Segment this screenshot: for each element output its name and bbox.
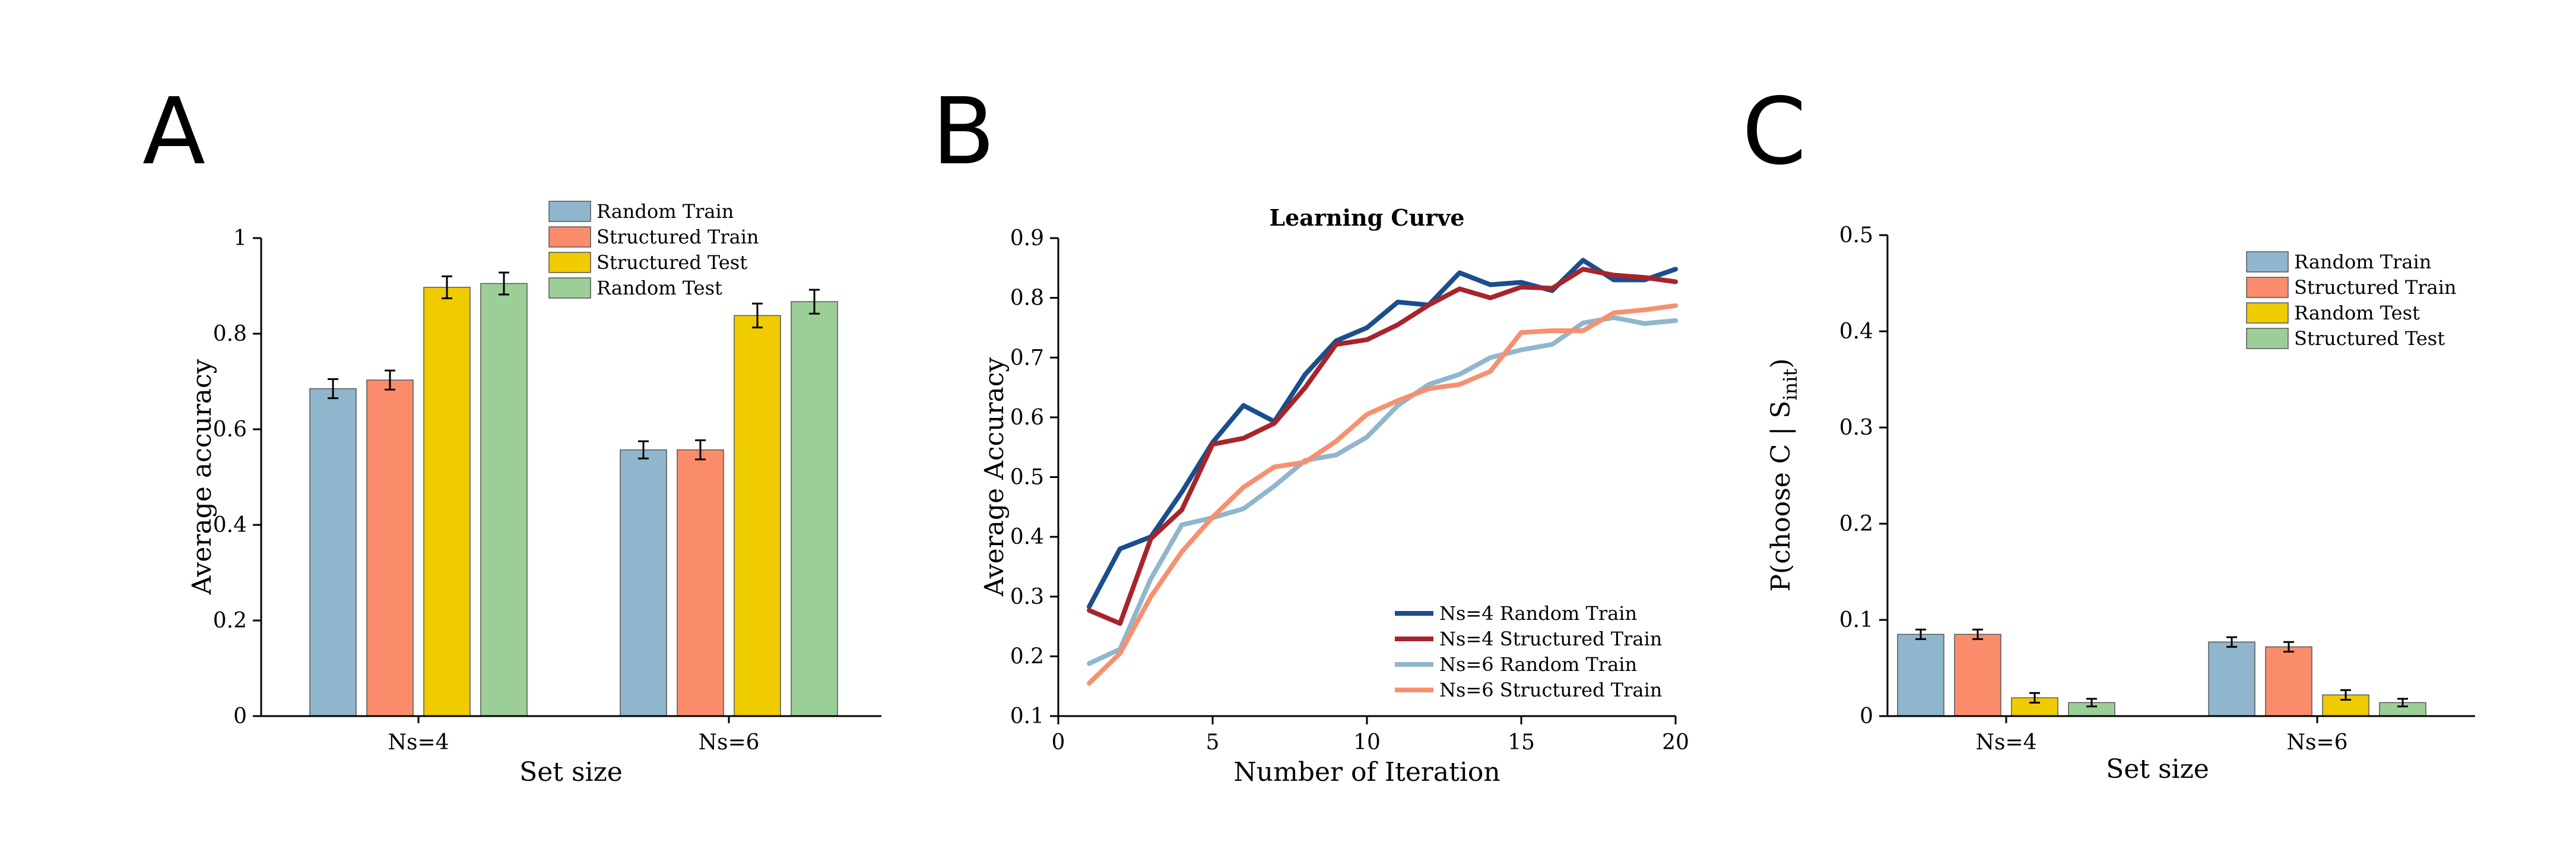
y-tick-label: 0.5: [1010, 466, 1044, 490]
legend-label: Ns=4 Random Train: [1439, 602, 1637, 625]
y-tick-label: 0.6: [213, 417, 247, 442]
y-axis-title-end: ): [1766, 358, 1796, 368]
bar: [480, 283, 528, 717]
y-tick-label: 0.8: [213, 322, 247, 346]
y-tick-label: 0.2: [1839, 512, 1873, 536]
bar: [1897, 634, 1944, 717]
panel-c-bar-chart: 0 0.1 0.2 0.3 0.4 0.5 Ns=4 Ns=6 Random Train Stru…: [1766, 223, 2475, 784]
bar: [2208, 641, 2255, 717]
x-tick-label: 0: [1052, 730, 1065, 755]
bar: [734, 315, 781, 717]
series-line: [1087, 267, 1678, 626]
bar: [677, 449, 724, 717]
x-tick-label: Ns=6: [698, 730, 759, 755]
y-tick-label: 0.3: [1839, 416, 1873, 440]
x-tick-label: 20: [1662, 730, 1689, 755]
legend-label: Structured Train: [2294, 276, 2457, 299]
y-axis-title: Average Accuracy: [979, 357, 1010, 597]
panel-b-line-chart: Learning Curve 0.1 0.2 0.3 0.4 0.5 0.6 0.7 0.8 0…: [979, 204, 1689, 787]
legend-label: Ns=6 Random Train: [1439, 653, 1637, 676]
legend-swatch: [548, 252, 591, 273]
x-tick-label: 5: [1206, 730, 1220, 755]
panel-letter-b: B: [932, 78, 995, 185]
series-line: [1087, 315, 1678, 666]
bar: [791, 301, 838, 717]
x-tick-label: Ns=6: [2286, 730, 2347, 755]
x-tick-label: Ns=4: [388, 730, 449, 755]
y-tick-label: 0.2: [213, 609, 247, 633]
y-axis-title: P(choose C | Sinit): [1766, 358, 1801, 591]
bar: [2265, 646, 2312, 717]
y-tick-label: 1: [233, 226, 247, 251]
y-tick-label: 0.2: [1010, 644, 1044, 669]
legend-swatch: [548, 226, 591, 248]
bar: [366, 379, 414, 717]
legend-swatch: [548, 277, 591, 299]
series-line: [1087, 258, 1678, 609]
y-tick-label: 0.1: [1010, 704, 1044, 729]
legend-swatch: [2246, 328, 2289, 349]
bar: [309, 388, 357, 717]
y-axis-title-main: P(choose C | S: [1766, 401, 1796, 592]
legend-swatch: [2246, 302, 2289, 324]
chart-title: Learning Curve: [1269, 204, 1464, 231]
y-tick-label: 0.4: [213, 513, 247, 537]
legend-label: Ns=4 Structured Train: [1439, 628, 1662, 650]
x-tick-label: Ns=4: [1975, 730, 2036, 755]
y-axis-title: Average accuracy: [187, 359, 217, 595]
panel-a-bar-chart: 0 0.2 0.4 0.6 0.8 1 Ns=4 Ns=6 Random Train Struct…: [187, 200, 881, 787]
legend-label: Structured Test: [597, 251, 747, 274]
series-line: [1087, 303, 1678, 686]
legend-swatch: [2246, 251, 2289, 273]
bar: [1954, 634, 2001, 717]
y-tick-label: 0: [1860, 704, 1873, 729]
legend-label: Random Test: [2294, 302, 2420, 324]
legend-swatch: [548, 201, 591, 222]
legend-swatch: [2246, 277, 2289, 298]
legend-label: Ns=6 Structured Train: [1439, 679, 1662, 701]
x-axis-title: Number of Iteration: [1233, 757, 1500, 787]
y-tick-label: 0: [233, 704, 247, 729]
x-tick-label: 10: [1353, 730, 1381, 755]
y-tick-label: 0.7: [1010, 346, 1044, 370]
legend-label: Random Train: [597, 200, 734, 223]
y-tick-label: 0.8: [1010, 286, 1044, 311]
x-axis-title: Set size: [519, 757, 623, 787]
y-tick-label: 0.6: [1010, 406, 1044, 430]
y-tick-label: 0.4: [1010, 525, 1044, 549]
legend-label: Structured Train: [597, 226, 759, 248]
y-tick-label: 0.1: [1839, 608, 1873, 632]
x-tick-label: 15: [1508, 730, 1535, 755]
bar: [423, 287, 471, 717]
panel-letter-a: A: [142, 78, 205, 185]
y-tick-label: 0.3: [1010, 585, 1044, 609]
panel-letter-c: C: [1742, 78, 1806, 185]
y-tick-label: 0.9: [1010, 226, 1044, 251]
legend-label: Random Test: [597, 277, 722, 299]
y-tick-label: 0.5: [1839, 223, 1873, 248]
x-axis-title: Set size: [2106, 754, 2209, 784]
legend-label: Random Train: [2294, 251, 2431, 273]
bar: [620, 449, 667, 717]
y-tick-label: 0.4: [1839, 319, 1873, 344]
legend-label: Structured Test: [2294, 327, 2445, 350]
y-axis-title-subscript: init: [1779, 369, 1801, 401]
